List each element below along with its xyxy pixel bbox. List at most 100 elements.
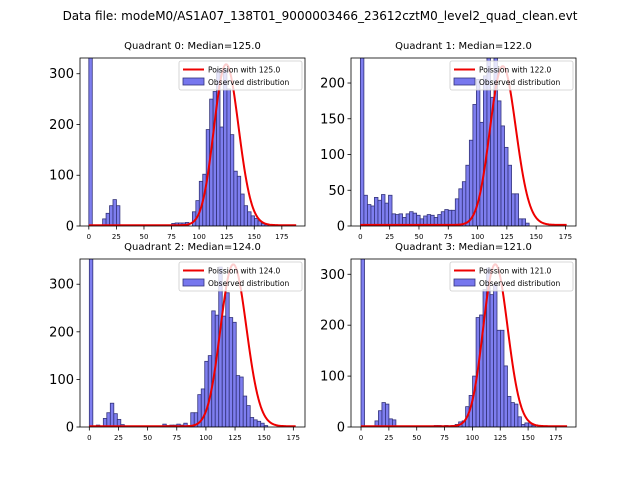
histogram-bar (88, 58, 93, 226)
y-tick-label: 0 (337, 220, 345, 235)
poisson-curve (88, 63, 297, 226)
histogram-bar (225, 292, 230, 427)
histogram-bar (370, 205, 375, 226)
histogram-bar (246, 405, 251, 427)
histogram-bar (447, 209, 453, 226)
x-tick-label: 75 (167, 233, 176, 241)
legend: Poission with 121.0 Observed distribution (449, 261, 574, 292)
histogram-bar (359, 58, 365, 226)
legend-label-poisson: Poission with 125.0 (208, 66, 281, 75)
histogram-bar (106, 412, 111, 427)
subplot-quadrant-1: Quadrant 1: Median=122.0 0 50 100 150 200 0 25 5… (320, 41, 577, 241)
x-tick-label: 0 (87, 233, 91, 241)
histogram-bar (249, 417, 255, 427)
histogram-bar (510, 402, 515, 427)
histogram-bar (229, 134, 235, 226)
histogram-bar (493, 284, 498, 427)
poisson-curve (361, 263, 568, 427)
histogram-bar (243, 205, 249, 226)
histogram-bar (260, 422, 265, 427)
histogram-bar (381, 402, 386, 427)
histogram-bar (500, 329, 505, 427)
histogram-bar (514, 403, 519, 427)
histogram-bar (497, 100, 502, 226)
histogram-bar (377, 199, 382, 226)
histogram-bar (451, 209, 456, 226)
legend: Poission with 124.0 Observed distribution (178, 261, 303, 292)
y-tick-label: 200 (49, 325, 74, 340)
histogram-bar (109, 402, 115, 427)
x-tick-label: 25 (114, 434, 123, 442)
subplot-title: Quadrant 1: Median=122.0 (395, 41, 532, 52)
y-tick-label: 0 (66, 220, 74, 235)
y-tick-label: 300 (49, 278, 74, 293)
histogram-bar (503, 365, 508, 427)
histogram-bar (378, 410, 383, 427)
x-tick-label: 0 (359, 434, 363, 442)
x-tick-label: 100 (466, 434, 479, 442)
subplot-title: Quadrant 3: Median=121.0 (395, 242, 532, 253)
subplot-quadrant-0: Quadrant 0: Median=125.0 0 100 200 300 0 25 50 7… (49, 41, 306, 241)
histogram-bar (363, 194, 368, 226)
legend-bar-swatch (182, 278, 205, 287)
axes-frame (350, 258, 577, 428)
histogram-bar (517, 416, 522, 427)
histogram-bar (461, 181, 467, 226)
x-tick-label: 175 (559, 233, 572, 241)
histogram-bar (440, 211, 446, 226)
y-tick-label: 0 (337, 421, 345, 436)
x-tick-label: 150 (248, 233, 261, 241)
histogram-bar (518, 218, 523, 226)
histogram-bar (514, 193, 519, 226)
x-tick-label: 125 (228, 434, 241, 442)
histogram-bar (88, 259, 94, 427)
histogram-bar (226, 88, 231, 226)
x-tick-label: 50 (415, 233, 424, 241)
histogram-bar (254, 217, 259, 226)
histogram-bar (511, 193, 516, 226)
legend-label-observed: Observed distribution (479, 78, 560, 87)
histogram-bar (496, 329, 501, 427)
plot-area (88, 259, 296, 427)
histogram-bar (235, 375, 241, 427)
histogram-bar (247, 211, 252, 226)
histogram-bar (381, 194, 386, 226)
legend-label-observed: Observed distribution (479, 279, 560, 288)
x-tick-label: 175 (275, 233, 288, 241)
histogram-bar (232, 321, 237, 427)
histogram-bar (392, 419, 397, 427)
histogram-bar (367, 204, 372, 226)
histogram-bar (507, 396, 512, 427)
histogram-bar (242, 395, 248, 427)
legend-label-poisson: Poission with 124.0 (208, 267, 281, 276)
histogram-bar (454, 198, 460, 226)
x-tick-label: 150 (529, 233, 542, 241)
plot-area (359, 58, 567, 226)
x-tick-label: 0 (87, 434, 91, 442)
legend-bar-swatch (182, 77, 205, 86)
legend-bar-swatch (453, 77, 476, 86)
legend: Poission with 125.0 Observed distribution (178, 60, 303, 91)
y-tick-label: 50 (328, 184, 345, 199)
y-tick-label: 100 (49, 169, 74, 184)
histogram-bar (204, 360, 209, 427)
x-tick-label: 175 (549, 434, 562, 442)
y-tick-label: 200 (320, 77, 345, 92)
x-tick-label: 75 (172, 434, 181, 442)
histogram-bar (465, 164, 470, 226)
histogram-bar (240, 193, 245, 226)
histogram-bar (233, 170, 238, 226)
axes-frame (350, 57, 577, 227)
figure-suptitle: Data file: modeM0/AS1A07_138T01_90000034… (62, 9, 578, 23)
y-tick-label: 100 (320, 148, 345, 163)
axes-frame (79, 258, 306, 428)
x-tick-label: 50 (143, 434, 152, 442)
histogram-bar (385, 403, 390, 427)
y-tick-label: 100 (320, 370, 345, 385)
poisson-curve (89, 263, 296, 427)
histogram-bar (489, 294, 494, 427)
histogram-bar (253, 419, 258, 427)
x-tick-label: 125 (220, 233, 233, 241)
y-tick-label: 150 (320, 112, 345, 127)
